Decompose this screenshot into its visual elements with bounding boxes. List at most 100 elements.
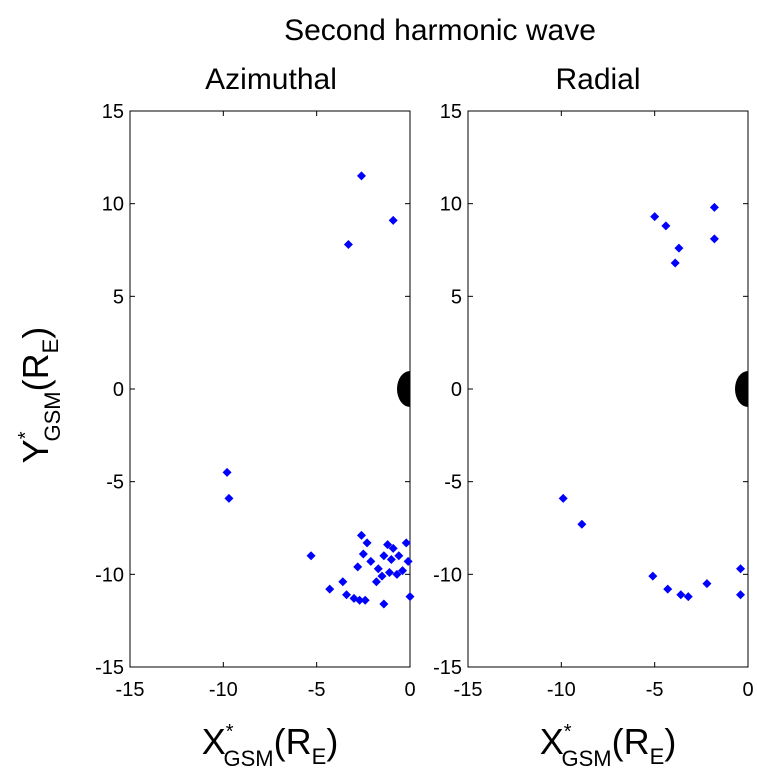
- axes-box: [467, 110, 749, 668]
- y-tick-label: 10: [102, 194, 124, 216]
- data-point: [356, 530, 366, 540]
- y-tick-label: -5: [106, 472, 124, 494]
- data-point: [558, 493, 568, 503]
- x-axis-label-paren-sub: E: [650, 744, 665, 769]
- x-tick-label: -10: [209, 679, 238, 701]
- y-axis-label-paren-open: (R: [15, 353, 56, 391]
- x-tick-label: -5: [646, 679, 664, 701]
- x-tick-label: -15: [454, 679, 483, 701]
- data-point: [306, 551, 316, 561]
- data-point: [709, 202, 719, 212]
- data-point: [663, 584, 673, 594]
- data-point: [650, 212, 660, 222]
- data-point: [648, 571, 658, 581]
- y-tick-label: -10: [433, 564, 462, 586]
- data-point: [343, 239, 353, 249]
- data-point: [388, 543, 398, 553]
- data-point: [386, 555, 396, 565]
- y-tick-label: -15: [95, 657, 124, 679]
- svg-text:Y*GSM(RE): Y* GSM(RE): [15, 327, 65, 464]
- data-point: [325, 584, 335, 594]
- data-point: [405, 592, 415, 602]
- y-tick-label: 15: [102, 101, 124, 123]
- data-point: [355, 595, 365, 605]
- data-point: [353, 562, 363, 572]
- x-axis-label-left: X* GSM(RE): [202, 721, 339, 771]
- x-tick-label: -15: [116, 679, 145, 701]
- data-point: [379, 599, 389, 609]
- data-point: [709, 234, 719, 244]
- y-axis-label-main: Y: [15, 439, 56, 463]
- data-point: [388, 215, 398, 225]
- x-axis-label-paren-open: (R: [274, 721, 312, 762]
- data-point: [736, 590, 746, 600]
- data-point: [394, 551, 404, 561]
- data-point: [342, 590, 352, 600]
- x-axis-label-paren-close: ): [326, 721, 338, 762]
- data-point: [377, 571, 387, 581]
- data-point: [338, 577, 348, 587]
- azimuthal-panel: -15 -10 -5 0 5 10 15 -15 -10 -5 0: [95, 101, 415, 701]
- y-tick-label: -5: [444, 472, 462, 494]
- x-axis-label-paren-close: ): [664, 721, 676, 762]
- data-point: [358, 549, 368, 559]
- data-point: [383, 540, 393, 550]
- y-tick-label: 15: [440, 101, 462, 123]
- x-axis-label-sup: *: [564, 721, 572, 743]
- subplot-title-radial: Radial: [555, 63, 640, 96]
- x-tick-label: -10: [547, 679, 576, 701]
- data-point: [676, 590, 686, 600]
- data-point: [224, 493, 234, 503]
- data-point: [674, 243, 684, 253]
- data-point: [683, 592, 693, 602]
- data-point: [577, 519, 587, 529]
- y-axis-label-paren-sub: E: [38, 339, 63, 354]
- data-point: [670, 258, 680, 268]
- y-tick-label: 5: [113, 286, 124, 308]
- data-point: [384, 567, 394, 577]
- data-point: [702, 579, 712, 589]
- data-point: [362, 538, 372, 548]
- data-point: [736, 564, 746, 574]
- earth-marker: [397, 371, 410, 407]
- data-point: [222, 467, 232, 477]
- axes-box: [129, 110, 411, 668]
- y-tick-label: 10: [440, 194, 462, 216]
- subplot-title-azimuthal: Azimuthal: [205, 63, 337, 96]
- y-axis-label-sup: *: [15, 431, 37, 439]
- data-point: [392, 569, 402, 579]
- x-axis-label-sub: GSM: [562, 746, 612, 771]
- y-axis-label-sub: GSM: [40, 391, 65, 441]
- data-point: [661, 221, 671, 231]
- data-point: [401, 538, 411, 548]
- x-axis-label-sub: GSM: [224, 746, 274, 771]
- y-tick-label: -15: [433, 657, 462, 679]
- data-point: [360, 595, 370, 605]
- data-point: [403, 556, 413, 566]
- x-axis-label-main: X: [540, 721, 564, 762]
- data-point: [371, 577, 381, 587]
- y-tick-label: -10: [95, 564, 124, 586]
- y-axis-label: Y* GSM(RE): [15, 327, 65, 464]
- x-tick-label: 0: [404, 679, 415, 701]
- y-axis-label-paren-close: ): [15, 327, 56, 339]
- figure-title: Second harmonic wave: [284, 14, 596, 47]
- radial-panel: -15 -10 -5 0 5 10 15 -15 -10 -5 0: [433, 101, 753, 701]
- data-point: [356, 171, 366, 181]
- data-point: [398, 566, 408, 576]
- x-axis-label-sup: *: [226, 721, 234, 743]
- data-point: [366, 556, 376, 566]
- y-tick-label: 0: [451, 379, 462, 401]
- x-axis-label-paren-sub: E: [312, 744, 327, 769]
- x-tick-label: 0: [742, 679, 753, 701]
- x-axis-label-main: X: [202, 721, 226, 762]
- y-tick-label: 0: [113, 379, 124, 401]
- data-point: [379, 551, 389, 561]
- earth-marker: [735, 371, 748, 407]
- y-tick-label: 5: [451, 286, 462, 308]
- x-axis-label-paren-open: (R: [612, 721, 650, 762]
- x-axis-label-right: X* GSM(RE): [540, 721, 677, 771]
- data-point: [373, 564, 383, 574]
- x-tick-label: -5: [308, 679, 326, 701]
